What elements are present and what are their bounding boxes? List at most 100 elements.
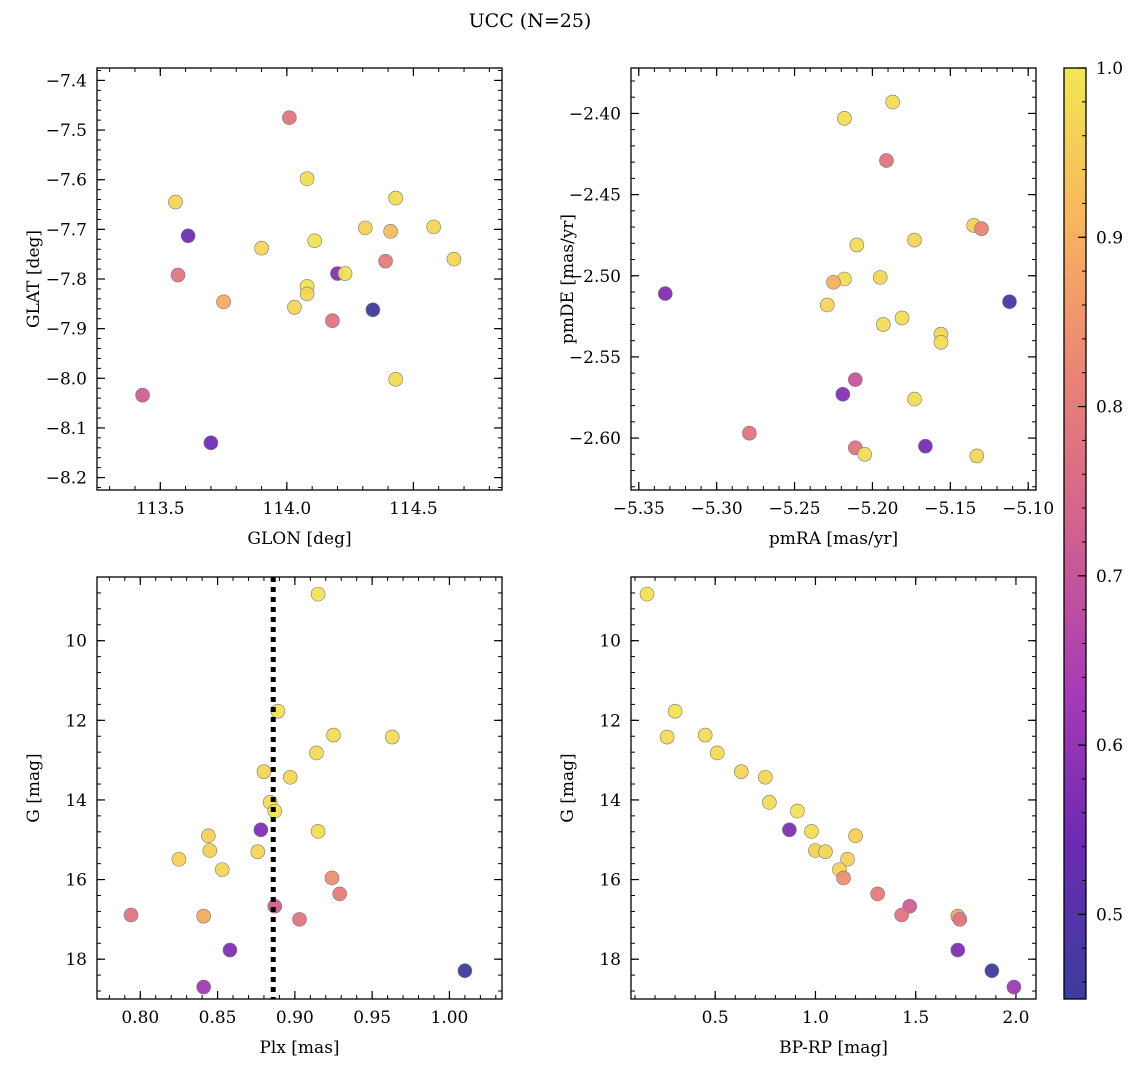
- minor-ticks: [97, 68, 502, 490]
- colorbar-tick-label: 0.6: [1096, 736, 1123, 756]
- axes-frame: [96, 576, 503, 1000]
- axes-frame: [630, 576, 1037, 1000]
- y-tick-label: 18: [599, 950, 621, 970]
- y-tick-label: −2.55: [569, 348, 621, 368]
- y-tick-label: −2.50: [569, 267, 621, 287]
- data-point: [292, 912, 307, 927]
- axes-frame: [96, 67, 503, 491]
- data-point: [762, 795, 777, 810]
- data-point: [870, 886, 885, 902]
- data-point: [667, 703, 683, 719]
- data-point: [933, 334, 949, 350]
- x-tick-label: 0.85: [199, 1008, 237, 1028]
- data-point: [659, 729, 675, 745]
- x-tick-label: 114.0: [263, 499, 312, 519]
- data-point: [837, 111, 852, 126]
- data-point: [1002, 294, 1017, 310]
- y-axis-title: G [mag]: [558, 753, 578, 822]
- data-points: [657, 94, 1017, 464]
- data-point: [196, 908, 211, 924]
- data-point: [857, 446, 872, 462]
- data-point: [282, 110, 297, 125]
- x-tick-label: 113.5: [136, 499, 185, 519]
- data-point: [848, 828, 863, 844]
- data-point: [918, 438, 933, 454]
- data-point: [123, 907, 139, 923]
- y-tick-label: −7.5: [46, 121, 87, 141]
- data-point: [758, 769, 773, 785]
- data-point: [337, 266, 353, 281]
- data-point: [819, 297, 835, 313]
- data-point: [879, 153, 894, 168]
- y-tick-label: −8.0: [46, 369, 87, 389]
- y-axis-title: G [mag]: [24, 753, 44, 822]
- data-point: [836, 870, 851, 886]
- y-tick-label: −7.6: [46, 171, 87, 191]
- y-tick-label: 16: [599, 871, 621, 891]
- data-point: [326, 727, 341, 743]
- y-tick-label: −7.4: [46, 71, 87, 91]
- y-tick-label: 14: [599, 791, 621, 811]
- data-point: [222, 942, 238, 958]
- minor-ticks: [631, 577, 1037, 999]
- colorbar: 1.0 0.9 0.8 0.7 0.6 0.5: [1063, 59, 1123, 1000]
- x-tick-label: 114.5: [389, 499, 438, 519]
- data-point: [383, 224, 398, 239]
- data-point: [697, 727, 713, 743]
- data-point: [203, 435, 219, 451]
- data-point: [872, 270, 888, 285]
- data-point: [378, 253, 393, 269]
- data-point: [250, 844, 266, 859]
- data-point: [849, 237, 865, 253]
- data-point: [332, 886, 347, 902]
- data-point: [426, 219, 441, 235]
- y-tick-label: 14: [65, 791, 87, 811]
- figure-title: UCC (N=25): [469, 10, 592, 32]
- x-axis-title: BP-RP [mag]: [779, 1038, 888, 1058]
- y-axis-title: pmDE [mas/yr]: [558, 214, 578, 344]
- data-point: [180, 228, 196, 244]
- data-point: [840, 851, 855, 867]
- data-point: [299, 171, 315, 187]
- data-point: [446, 251, 462, 267]
- x-axis-title: Plx [mas]: [259, 1038, 339, 1058]
- panel-plx-g: 0.80 0.85 0.90 0.95 1.00 10 12 14 16 18 Plx [mas] G…: [24, 576, 503, 1058]
- data-point: [282, 769, 298, 785]
- panel-pmra-pmde: −5.35 −5.30 −5.25 −5.20 −5.15 −5.10 −2.40 −2.45…: [558, 67, 1054, 549]
- data-point: [885, 94, 900, 110]
- data-point: [196, 979, 211, 995]
- data-point: [950, 942, 966, 958]
- data-point: [310, 824, 326, 839]
- y-tick-label: −2.60: [569, 429, 621, 449]
- data-point: [848, 372, 863, 387]
- data-point: [253, 822, 269, 838]
- data-point: [256, 764, 272, 779]
- y-tick-label: 16: [65, 871, 87, 891]
- data-point: [782, 822, 797, 838]
- panel-glon-glat: 113.5 114.0 114.5 −7.4 −7.5 −7.6 −7.7 −7.8 −7.9 −…: [24, 67, 503, 549]
- x-tick-label: 0.5: [702, 1008, 729, 1028]
- data-point: [952, 912, 968, 927]
- data-point: [287, 299, 302, 315]
- data-point: [358, 220, 373, 236]
- y-tick-label: 10: [599, 632, 621, 652]
- data-point: [310, 586, 326, 602]
- y-tick-label: −8.2: [46, 469, 87, 489]
- y-tick-label: −2.40: [569, 104, 621, 124]
- data-point: [365, 302, 381, 318]
- y-axis-title: GLAT [deg]: [24, 230, 44, 328]
- colorbar-tick-label: 0.7: [1096, 567, 1123, 587]
- data-point: [214, 862, 230, 877]
- x-tick-label: 1.5: [902, 1008, 929, 1028]
- x-tick-label: −5.20: [846, 499, 898, 519]
- x-tick-label: 0.80: [121, 1008, 159, 1028]
- data-point: [200, 828, 216, 844]
- minor-ticks: [97, 577, 502, 999]
- x-axis-title: pmRA [mas/yr]: [769, 529, 898, 549]
- data-point: [299, 286, 315, 302]
- data-point: [1006, 979, 1022, 995]
- data-point: [826, 274, 841, 290]
- data-point: [907, 232, 922, 248]
- data-point: [457, 963, 473, 979]
- data-point: [171, 851, 187, 867]
